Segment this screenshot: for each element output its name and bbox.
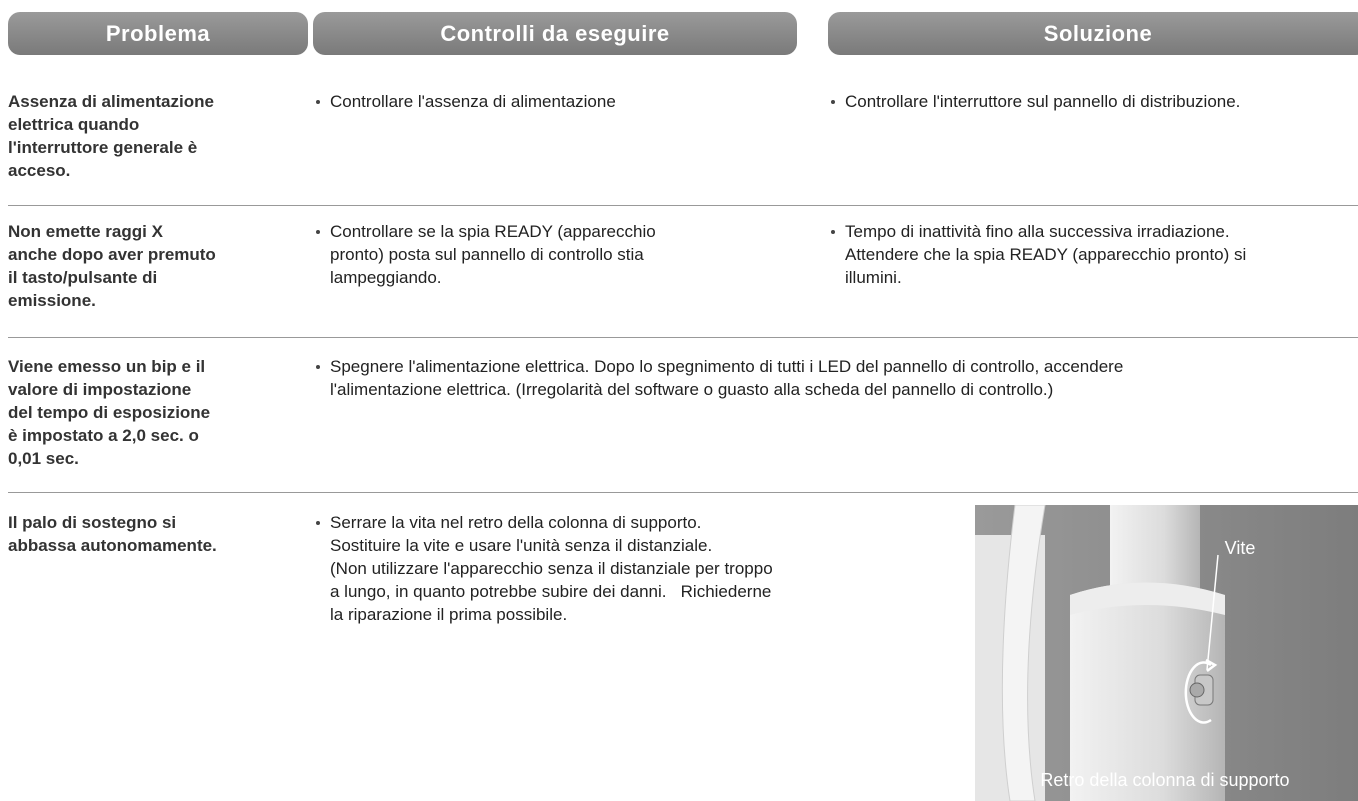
text-line: acceso. — [8, 161, 71, 180]
row-separator — [8, 492, 1358, 493]
text-line: anche dopo aver premuto — [8, 245, 216, 264]
text-line: il tasto/pulsante di — [8, 268, 158, 287]
text-line: elettrica quando — [8, 115, 140, 134]
solution-cell: Controllare l'interruttore sul pannello … — [828, 90, 1240, 113]
text-line: del tempo di esposizione — [8, 403, 211, 422]
text-line: abbassa autonomamente. — [8, 536, 217, 555]
figure-label: Vite — [1225, 538, 1256, 558]
text-line: Controllare l'interruttore sul pannello … — [845, 92, 1241, 111]
text-line: lampeggiando. — [330, 268, 442, 287]
text-line: è impostato a 2,0 sec. o — [8, 426, 199, 445]
text-line: (Non utilizzare l'apparecchio senza il d… — [330, 559, 773, 578]
checks-cell: Serrare la vita nel retro della colonna … — [313, 511, 773, 626]
text-line: Tempo di inattività fino alla successiva… — [845, 222, 1230, 241]
column-header: Controlli da eseguire — [313, 12, 797, 55]
figure-photo: Vite Retro della colonna di supporto — [975, 505, 1358, 801]
text-line: illumini. — [845, 268, 902, 287]
checks-cell: Controllare se la spia READY (apparecchi… — [313, 220, 656, 289]
text-line: a lungo, in quanto potrebbe subire dei d… — [330, 582, 772, 601]
text-line: Assenza di alimentazione — [8, 92, 214, 111]
text-line: pronto) posta sul pannello di controllo … — [330, 245, 644, 264]
text-line: l'alimentazione elettrica. (Irregolarità… — [330, 380, 1054, 399]
text-line: Serrare la vita nel retro della colonna … — [330, 513, 702, 532]
solution-cell: Tempo di inattività fino alla successiva… — [828, 220, 1246, 289]
row-separator — [8, 337, 1358, 338]
row-separator — [8, 205, 1358, 206]
text-line: Controllare se la spia READY (apparecchi… — [330, 222, 656, 241]
text-line: 0,01 sec. — [8, 449, 79, 468]
text-line: emissione. — [8, 291, 96, 310]
text-line: la riparazione il prima possibile. — [330, 605, 568, 624]
column-header: Problema — [8, 12, 308, 55]
problem-cell: Viene emesso un bip e il valore di impost… — [8, 355, 210, 470]
text-line: Non emette raggi X — [8, 222, 163, 241]
problem-cell: Il palo di sostegno si abbassa autonomame… — [8, 511, 217, 557]
text-line: Controllare l'assenza di alimentazione — [330, 92, 616, 111]
checks-cell: Controllare l'assenza di alimentazione — [313, 90, 616, 113]
merged-cell: Spegnere l'alimentazione elettrica. Dopo… — [313, 355, 1123, 401]
figure-caption: Retro della colonna di supporto — [1040, 770, 1289, 790]
text-line: Viene emesso un bip e il — [8, 357, 206, 376]
text-line: Attendere che la spia READY (apparecchio… — [845, 245, 1247, 264]
problem-cell: Assenza di alimentazione elettrica quando… — [8, 90, 214, 182]
text-line: l'interruttore generale è — [8, 138, 198, 157]
text-line: valore di impostazione — [8, 380, 192, 399]
text-line: Spegnere l'alimentazione elettrica. Dopo… — [330, 357, 1124, 376]
problem-cell: Non emette raggi X anche dopo aver premut… — [8, 220, 216, 312]
text-line: Il palo di sostegno si — [8, 513, 177, 532]
column-header: Soluzione — [828, 12, 1358, 55]
text-line: Sostituire la vite e usare l'unità senza… — [330, 536, 713, 555]
